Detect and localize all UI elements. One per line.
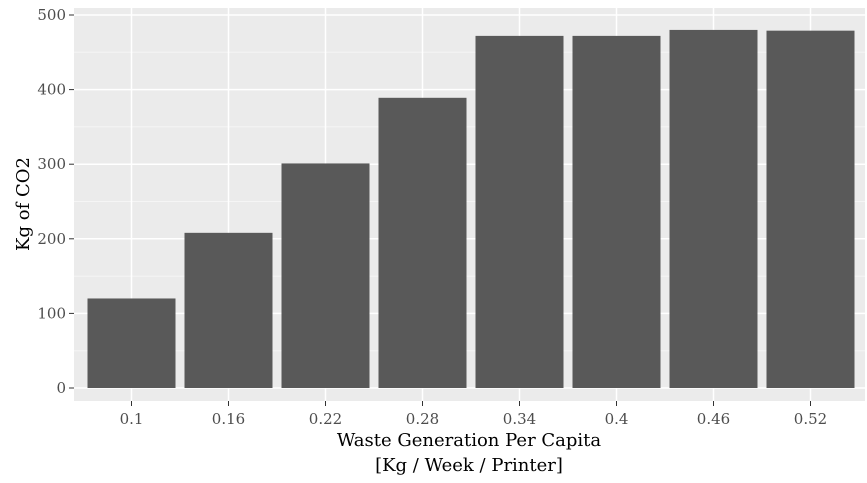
y-tick-label: 100	[37, 304, 66, 322]
y-tick-label: 500	[37, 6, 66, 24]
y-tick-label: 200	[37, 230, 66, 248]
y-tick-label: 400	[37, 81, 66, 99]
y-axis-title: Kg of CO2	[13, 157, 34, 251]
bar-0.52	[766, 30, 855, 388]
y-tick-label: 0	[56, 379, 66, 397]
x-tick-label: 0.52	[794, 410, 827, 428]
x-tick-label: 0.46	[697, 410, 730, 428]
x-tick-label: 0.28	[406, 410, 439, 428]
bar-0.16	[184, 232, 273, 388]
y-tick-label: 300	[37, 155, 66, 173]
bars	[87, 29, 855, 388]
x-axis: 0.1 0.16 0.22 0.28 0.34 0.4 0.46 0.52	[120, 401, 827, 428]
x-tick-label: 0.4	[605, 410, 629, 428]
bar-0.46	[669, 29, 758, 388]
x-axis-title-line-2: [Kg / Week / Printer]	[375, 455, 563, 476]
bar-0.34	[475, 35, 564, 388]
bar-0.22	[281, 163, 370, 388]
x-tick-label: 0.16	[212, 410, 245, 428]
bar-0.1	[87, 298, 176, 388]
x-tick-label: 0.1	[120, 410, 144, 428]
x-tick-label: 0.34	[503, 410, 536, 428]
y-axis: 0 100 200 300 400 500	[37, 6, 74, 397]
x-axis-title-line-1: Waste Generation Per Capita	[337, 430, 602, 451]
bar-0.28	[378, 97, 467, 388]
x-tick-label: 0.22	[309, 410, 342, 428]
bar-0.4	[572, 35, 661, 388]
